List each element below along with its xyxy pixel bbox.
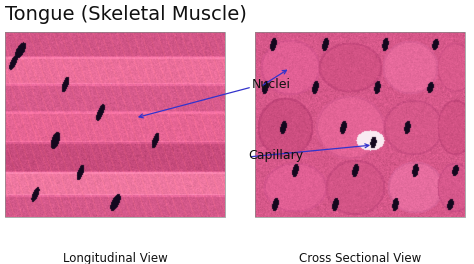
Text: Cross Sectional View: Cross Sectional View [299,252,421,264]
Text: Capillary: Capillary [248,148,303,162]
Text: Tongue (Skeletal Muscle): Tongue (Skeletal Muscle) [5,5,247,24]
Text: Nuclei: Nuclei [252,78,291,92]
Text: Longitudinal View: Longitudinal View [63,252,167,264]
